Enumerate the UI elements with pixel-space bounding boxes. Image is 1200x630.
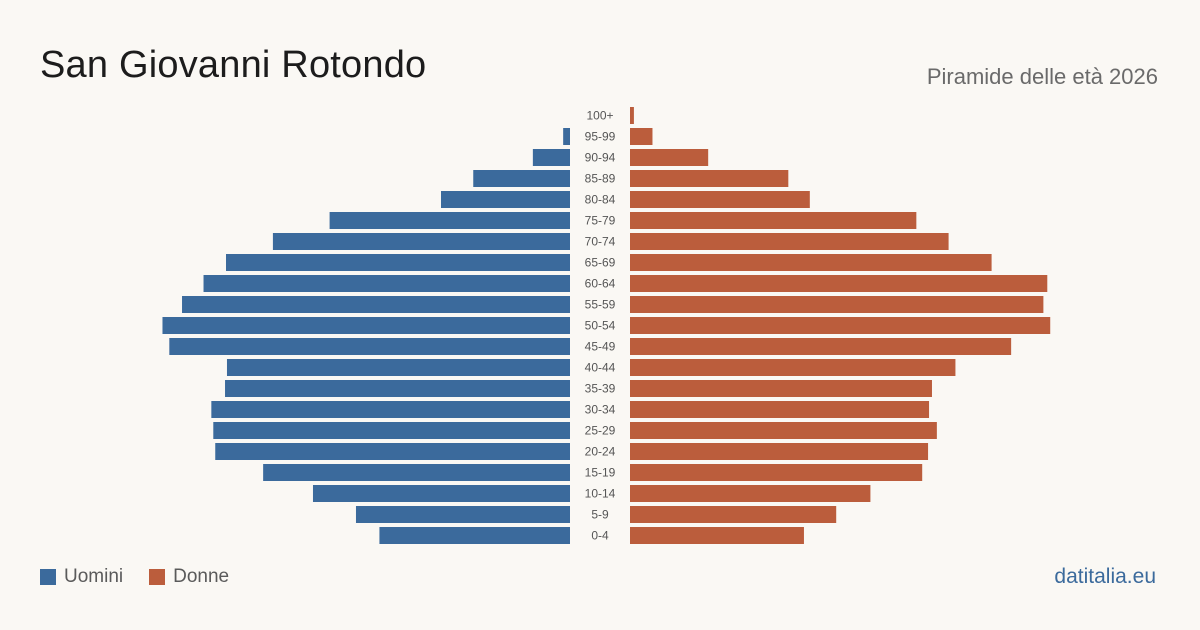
bar-men-45-49: [169, 338, 570, 355]
bar-men-5-9: [355, 506, 570, 523]
chart-subtitle: Piramide delle età 2026: [926, 64, 1158, 89]
brand-link[interactable]: datitalia.eu: [1054, 565, 1156, 588]
bar-women-35-39: [630, 380, 932, 397]
bar-women-80-84: [630, 191, 810, 208]
legend-item-men: Uomini: [40, 566, 123, 588]
age-label-95-99: 95-99: [585, 130, 616, 144]
bar-women-70-74: [630, 233, 949, 250]
age-label-30-34: 30-34: [585, 403, 616, 417]
legend-label-women: Donne: [173, 566, 230, 587]
bar-men-90-94: [532, 149, 570, 166]
bar-women-100+: [630, 107, 634, 124]
age-label-80-84: 80-84: [585, 193, 616, 207]
bar-men-60-64: [203, 275, 571, 292]
bar-women-5-9: [630, 506, 837, 523]
bar-men-20-24: [215, 443, 570, 460]
age-label-55-59: 55-59: [585, 298, 616, 312]
legend-label-men: Uomini: [64, 566, 124, 587]
age-label-0-4: 0-4: [591, 529, 609, 543]
bar-women-90-94: [630, 149, 709, 166]
bar-women-25-29: [630, 422, 937, 439]
bar-women-65-69: [630, 254, 992, 271]
age-label-5-9: 5-9: [591, 508, 609, 522]
bar-women-85-89: [630, 170, 789, 187]
legend-swatch-men: [40, 569, 56, 585]
bar-men-75-79: [329, 212, 570, 229]
age-label-60-64: 60-64: [585, 277, 616, 291]
age-label-10-14: 10-14: [585, 487, 616, 501]
legend-swatch-women: [149, 569, 166, 585]
bar-women-20-24: [630, 443, 929, 460]
bar-women-40-44: [630, 359, 956, 376]
bar-men-0-4: [379, 527, 570, 544]
bar-men-65-69: [226, 254, 570, 271]
age-label-15-19: 15-19: [585, 466, 616, 480]
age-label-50-54: 50-54: [585, 319, 616, 333]
page-title: San Giovanni Rotondo: [40, 44, 427, 86]
bar-men-40-44: [226, 359, 570, 376]
bar-men-50-54: [162, 317, 570, 334]
bar-women-10-14: [630, 485, 871, 502]
age-label-100+: 100+: [586, 109, 613, 123]
age-label-75-79: 75-79: [585, 214, 616, 228]
age-label-65-69: 65-69: [585, 256, 616, 270]
bar-women-0-4: [630, 527, 804, 544]
age-label-25-29: 25-29: [585, 424, 616, 438]
age-label-85-89: 85-89: [585, 172, 616, 186]
bar-women-15-19: [630, 464, 923, 481]
bar-women-95-99: [630, 128, 653, 145]
bar-men-85-89: [473, 170, 570, 187]
bar-men-55-59: [182, 296, 571, 313]
bar-men-95-99: [563, 128, 570, 145]
bar-men-80-84: [441, 191, 570, 208]
bar-men-15-19: [263, 464, 570, 481]
bar-men-25-29: [213, 422, 570, 439]
age-label-70-74: 70-74: [585, 235, 616, 249]
bar-men-10-14: [312, 485, 570, 502]
bar-women-45-49: [630, 338, 1012, 355]
legend-item-women: Donne: [149, 566, 229, 588]
age-label-35-39: 35-39: [585, 382, 616, 396]
bar-men-35-39: [225, 380, 571, 397]
age-label-20-24: 20-24: [585, 445, 616, 459]
bar-women-30-34: [630, 401, 930, 418]
legend: Uomini Donne: [40, 566, 229, 588]
bar-women-55-59: [630, 296, 1044, 313]
age-label-90-94: 90-94: [585, 151, 616, 165]
age-label-45-49: 45-49: [585, 340, 616, 354]
bar-men-30-34: [211, 401, 570, 418]
bar-men-70-74: [272, 233, 570, 250]
bar-women-75-79: [630, 212, 917, 229]
bar-women-50-54: [630, 317, 1051, 334]
age-label-40-44: 40-44: [585, 361, 616, 375]
bar-women-60-64: [630, 275, 1048, 292]
